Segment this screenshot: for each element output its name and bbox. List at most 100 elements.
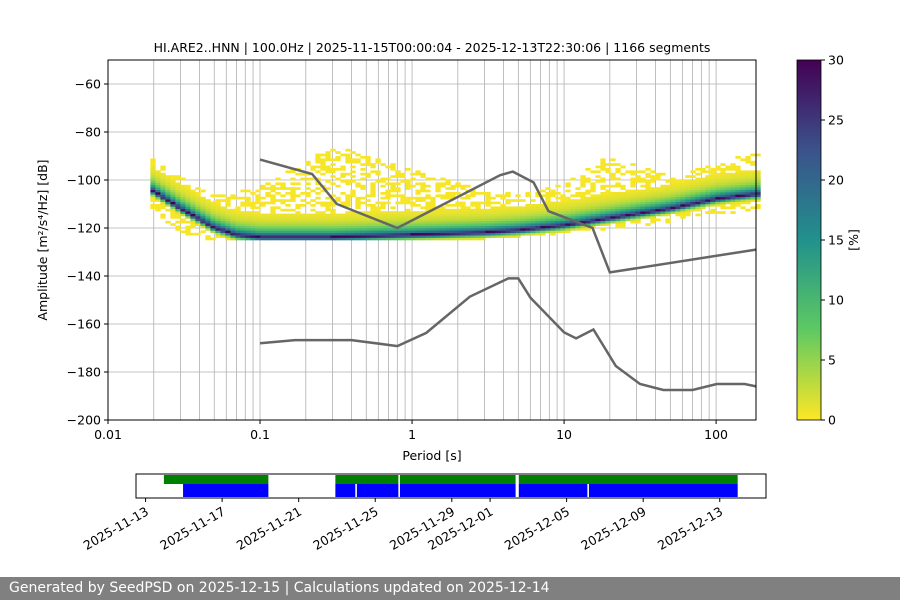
heatmap-cell xyxy=(575,201,581,205)
heatmap-cell xyxy=(515,213,521,217)
heatmap-cell xyxy=(205,199,211,202)
heatmap-cell xyxy=(705,194,711,198)
heatmap-cell xyxy=(720,168,726,171)
heatmap-cell xyxy=(675,192,681,195)
heatmap-cell xyxy=(290,199,296,202)
heatmap-cell xyxy=(155,208,161,212)
heatmap-cell xyxy=(310,208,316,212)
heatmap-cell xyxy=(570,201,576,205)
heatmap-cell xyxy=(750,206,756,210)
heatmap-cell xyxy=(665,206,671,210)
heatmap-cell xyxy=(455,204,461,207)
heatmap-cell xyxy=(610,192,616,195)
heatmap-cell xyxy=(565,230,571,234)
heatmap-cell xyxy=(225,213,231,217)
heatmap-cell xyxy=(345,153,351,157)
heatmap-cell xyxy=(405,213,411,217)
heatmap-cell xyxy=(485,204,491,207)
heatmap-cell xyxy=(210,228,216,231)
heatmap-cell xyxy=(485,196,491,200)
heatmap-cell xyxy=(570,204,576,207)
y-tick-label: −60 xyxy=(75,77,101,92)
y-tick-label: −100 xyxy=(67,173,101,188)
heatmap-cell xyxy=(750,196,756,200)
heatmap-cell xyxy=(725,199,731,202)
heatmap-cell xyxy=(225,230,231,234)
heatmap-cell xyxy=(705,199,711,202)
heatmap-cell xyxy=(545,204,551,207)
heatmap-cell xyxy=(555,206,561,210)
heatmap-cell xyxy=(215,199,221,202)
heatmap-cell xyxy=(320,223,326,226)
heatmap-cell xyxy=(730,189,736,193)
heatmap-cell xyxy=(260,230,266,234)
heatmap-cell xyxy=(215,225,221,229)
heatmap-cell xyxy=(420,237,426,241)
heatmap-cell xyxy=(705,165,711,169)
heatmap-cell xyxy=(435,211,441,214)
heatmap-cell xyxy=(385,192,391,195)
heatmap-cell xyxy=(570,225,576,229)
heatmap-cell xyxy=(730,180,736,183)
heatmap-cell xyxy=(635,192,641,195)
heatmap-cell xyxy=(605,192,611,195)
heatmap-cell xyxy=(215,232,221,236)
heatmap-cell xyxy=(485,225,491,229)
heatmap-cell xyxy=(290,170,296,174)
heatmap-cell xyxy=(455,213,461,217)
heatmap-cell xyxy=(580,175,586,178)
heatmap-cell xyxy=(395,232,401,236)
heatmap-cell xyxy=(540,211,546,214)
heatmap-cell xyxy=(675,196,681,200)
heatmap-cell xyxy=(585,220,591,224)
heatmap-cell xyxy=(660,184,666,188)
heatmap-cell xyxy=(540,216,546,219)
heatmap-cell xyxy=(640,208,646,212)
heatmap-cell xyxy=(670,194,676,198)
heatmap-cell xyxy=(730,165,736,169)
heatmap-cell xyxy=(180,192,186,195)
heatmap-cell xyxy=(720,175,726,178)
x-tick-label: 0.1 xyxy=(250,427,270,442)
heatmap-cell xyxy=(375,213,381,217)
heatmap-cell xyxy=(215,218,221,222)
heatmap-cell xyxy=(625,206,631,210)
heatmap-cell xyxy=(320,172,326,176)
heatmap-cell xyxy=(530,218,536,222)
heatmap-cell xyxy=(730,184,736,188)
heatmap-cell xyxy=(460,225,466,229)
heatmap-cell xyxy=(575,206,581,210)
heatmap-cell xyxy=(730,206,736,210)
heatmap-cell xyxy=(625,213,631,217)
heatmap-cell xyxy=(440,182,446,186)
heatmap-cell xyxy=(450,184,456,188)
heatmap-cell xyxy=(620,196,626,200)
heatmap-cell xyxy=(245,228,251,231)
heatmap-cell xyxy=(295,228,301,231)
heatmap-cell xyxy=(700,199,706,202)
heatmap-cell xyxy=(555,192,561,195)
heatmap-cell xyxy=(150,196,156,200)
heatmap-cell xyxy=(560,196,566,200)
heatmap-cell xyxy=(340,201,346,205)
heatmap-cell xyxy=(210,208,216,212)
heatmap-cell xyxy=(705,170,711,174)
heatmap-cell xyxy=(250,216,256,219)
heatmap-cell xyxy=(440,218,446,222)
heatmap-cell xyxy=(545,201,551,205)
heatmap-cell xyxy=(530,211,536,214)
heatmap-cell xyxy=(305,182,311,186)
heatmap-cell xyxy=(185,206,191,210)
heatmap-cell xyxy=(550,213,556,217)
heatmap-cell xyxy=(310,204,316,207)
heatmap-cell xyxy=(720,196,726,200)
heatmap-cell xyxy=(345,172,351,176)
heatmap-cell xyxy=(370,235,376,238)
heatmap-cell xyxy=(265,235,271,238)
heatmap-cell xyxy=(640,177,646,181)
heatmap-cell xyxy=(620,225,626,229)
heatmap-cell xyxy=(375,180,381,183)
heatmap-cell xyxy=(630,213,636,217)
heatmap-cell xyxy=(505,199,511,202)
heatmap-cell xyxy=(350,228,356,231)
